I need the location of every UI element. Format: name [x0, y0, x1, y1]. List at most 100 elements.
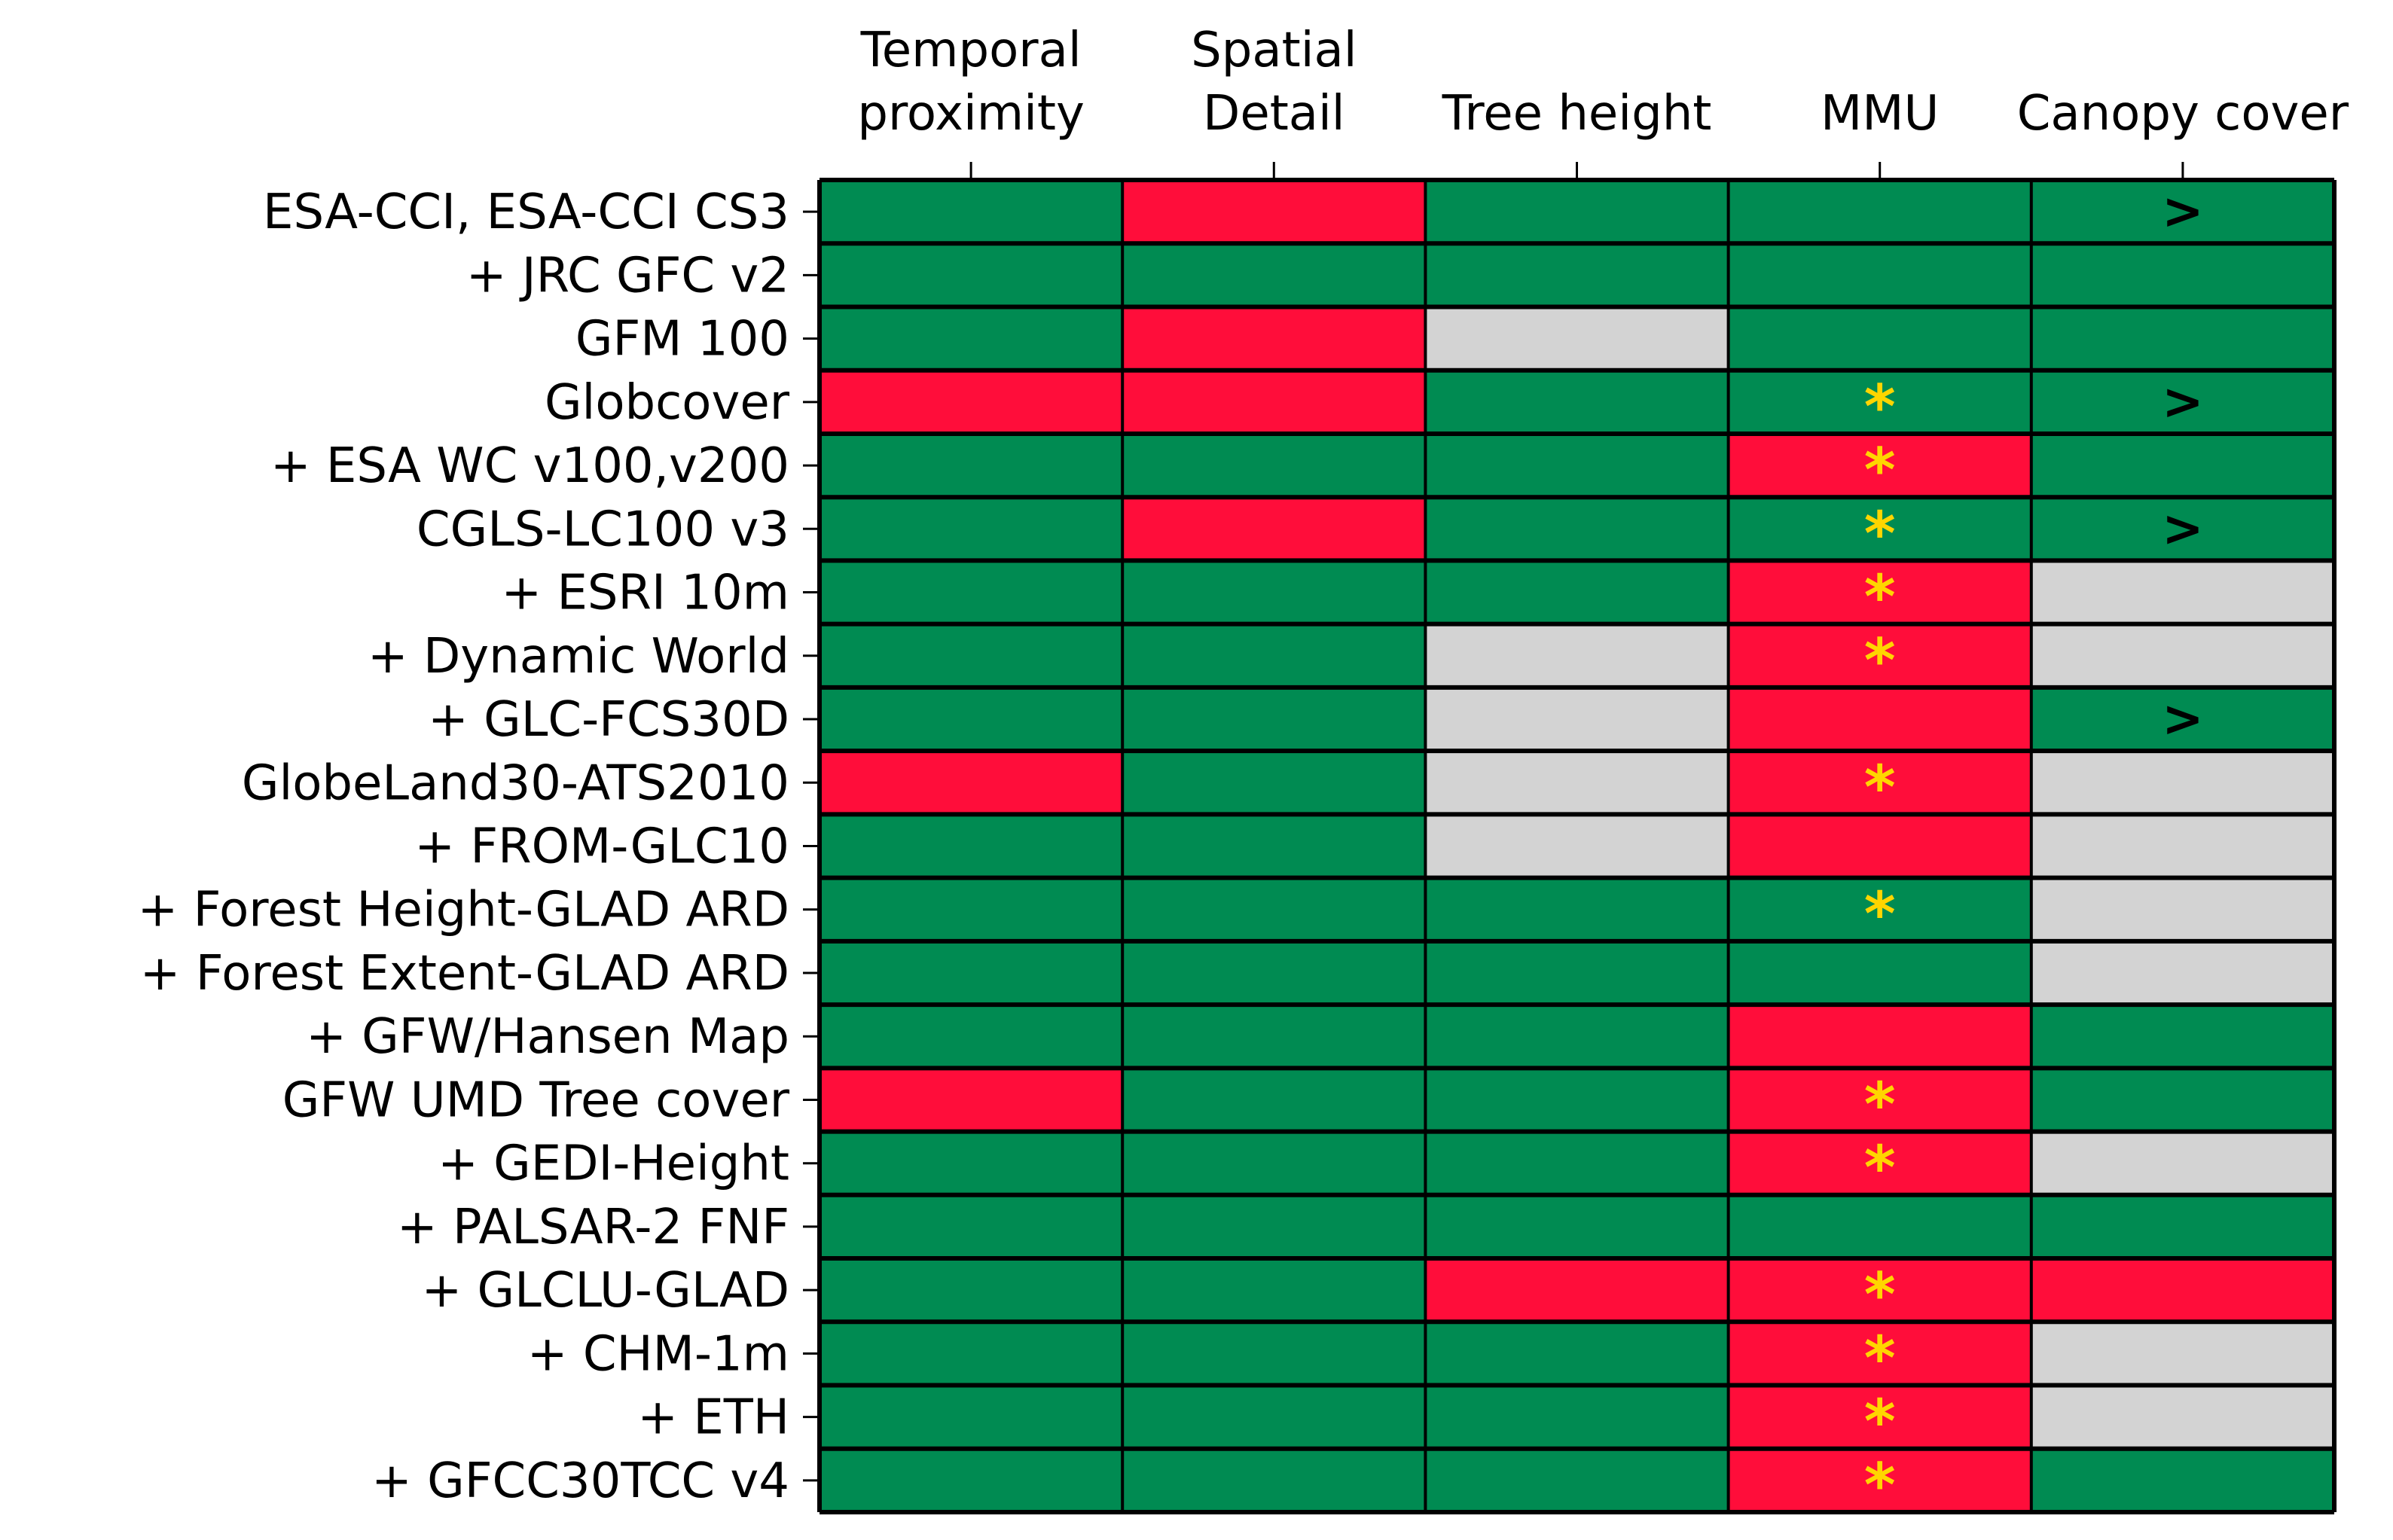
heatmap-cell	[1425, 1005, 1729, 1069]
greater-than-marker: >	[2162, 499, 2203, 557]
heatmap-cell	[2031, 1005, 2334, 1069]
heatmap-cell	[1122, 243, 1426, 307]
row-label: + GFW/Hansen Map	[306, 1009, 789, 1065]
asterisk-marker: *	[1864, 1260, 1896, 1330]
heatmap-cell	[1728, 433, 2031, 498]
heatmap-cell	[820, 1385, 1123, 1449]
heatmap-cell	[820, 1448, 1123, 1512]
heatmap-cell	[1425, 1448, 1729, 1512]
heatmap-cell	[820, 1005, 1123, 1069]
heatmap-cell	[1122, 1322, 1426, 1386]
heatmap-cell	[1728, 243, 2031, 307]
heatmap-cell	[2031, 1385, 2334, 1449]
heatmap-cell	[820, 433, 1123, 498]
row-label: + GEDI-Height	[438, 1136, 789, 1192]
heatmap-cell	[1425, 1131, 1729, 1195]
heatmap-cell	[1425, 624, 1729, 688]
heatmap-cell	[1728, 1068, 2031, 1132]
heatmap-cell	[1728, 180, 2031, 244]
heatmap-cell	[1425, 814, 1729, 878]
heatmap-cell	[1122, 1068, 1426, 1132]
heatmap-cell	[1122, 433, 1426, 498]
row-label: + GFCC30TCC v4	[371, 1453, 789, 1509]
row-label: ESA-CCI, ESA-CCI CS3	[263, 184, 789, 240]
heatmap-cell	[1425, 1194, 1729, 1259]
heatmap-cell	[820, 1068, 1123, 1132]
heatmap-cell	[2031, 243, 2334, 307]
heatmap-cell	[2031, 624, 2334, 688]
heatmap-cell	[1122, 877, 1426, 941]
row-label: GFM 100	[575, 312, 789, 367]
column-label: Detail	[1203, 86, 1345, 142]
asterisk-marker: *	[1864, 1450, 1896, 1520]
heatmap-cell	[820, 243, 1123, 307]
heatmap-cell	[1122, 624, 1426, 688]
column-label: MMU	[1821, 86, 1939, 142]
heatmap-cell	[1122, 306, 1426, 371]
column-labels: Temporal proximity Spatial Detail Tree heigh…	[857, 23, 2349, 180]
heatmap-cell	[1728, 877, 2031, 941]
heatmap-cell	[1425, 751, 1729, 815]
row-label: + Forest Extent-GLAD ARD	[140, 946, 789, 1002]
heatmap-cell	[2031, 877, 2334, 941]
heatmap-cell	[1425, 306, 1729, 371]
row-label: + JRC GFC v2	[466, 248, 789, 303]
heatmap-cell	[1122, 497, 1426, 561]
heatmap-cell	[1425, 1385, 1729, 1449]
heatmap-cell	[1728, 941, 2031, 1005]
heatmap-cell	[820, 814, 1123, 878]
heatmap-cell	[1728, 1005, 2031, 1069]
heatmap-cell	[1425, 370, 1729, 434]
asterisk-marker: *	[1864, 435, 1896, 505]
asterisk-marker: *	[1864, 626, 1896, 696]
row-label: GFW UMD Tree cover	[282, 1072, 790, 1128]
row-label: + GLCLU-GLAD	[422, 1263, 789, 1319]
heatmap-cell	[1122, 941, 1426, 1005]
heatmap-cell	[820, 180, 1123, 244]
heatmap-cells	[820, 180, 2334, 1512]
row-label: GlobeLand30-ATS2010	[242, 755, 789, 811]
heatmap-cell	[820, 687, 1123, 752]
heatmap-cell	[1728, 1322, 2031, 1386]
asterisk-marker: *	[1864, 563, 1896, 633]
heatmap-cell	[1728, 1258, 2031, 1322]
row-label: + ESA WC v100,v200	[270, 438, 789, 494]
asterisk-marker: *	[1864, 499, 1896, 569]
heatmap-cell	[1122, 1385, 1426, 1449]
heatmap-cell	[1425, 433, 1729, 498]
column-label: Tree height	[1442, 86, 1712, 142]
column-label: Canopy cover	[2017, 86, 2349, 142]
heatmap-cell	[2031, 560, 2334, 624]
heatmap-cell	[1425, 1322, 1729, 1386]
heatmap-cell	[820, 1194, 1123, 1259]
heatmap-cell	[2031, 1194, 2334, 1259]
heatmap-cell	[2031, 306, 2334, 371]
asterisk-marker: *	[1864, 880, 1896, 950]
heatmap-cell	[2031, 180, 2334, 244]
row-label: + PALSAR-2 FNF	[397, 1200, 789, 1255]
heatmap-cell	[820, 560, 1123, 624]
heatmap-cell	[820, 941, 1123, 1005]
heatmap-cell	[1728, 687, 2031, 752]
heatmap-cell	[1122, 1194, 1426, 1259]
asterisk-marker: *	[1864, 752, 1896, 822]
heatmap-cell	[1728, 560, 2031, 624]
heatmap-cell	[1728, 1385, 2031, 1449]
heatmap-cell	[820, 497, 1123, 561]
heatmap-cell	[1122, 560, 1426, 624]
row-label: + Dynamic World	[368, 629, 789, 685]
heatmap-cell	[1728, 306, 2031, 371]
heatmap-cell	[1425, 687, 1729, 752]
heatmap-cell	[1122, 370, 1426, 434]
heatmap-cell	[820, 877, 1123, 941]
asterisk-marker: *	[1864, 372, 1896, 442]
heatmap-cell	[1425, 877, 1729, 941]
asterisk-marker: *	[1864, 1133, 1896, 1203]
heatmap-cell	[820, 624, 1123, 688]
row-label: + ETH	[637, 1390, 789, 1446]
heatmap-cell	[1728, 814, 2031, 878]
heatmap-cell	[1122, 1131, 1426, 1195]
heatmap-cell	[2031, 1068, 2334, 1132]
heatmap-cell	[1728, 1448, 2031, 1512]
greater-than-marker: >	[2162, 373, 2203, 431]
